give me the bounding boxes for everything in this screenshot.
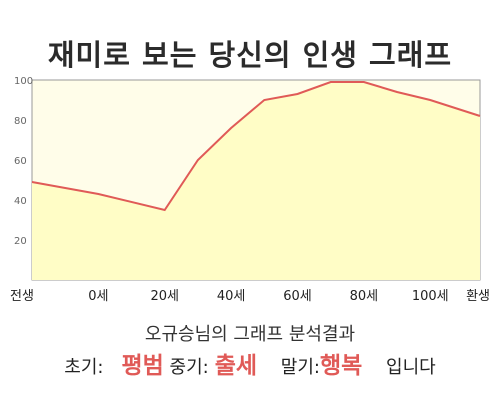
chart-title: 재미로 보는 당신의 인생 그래프 <box>47 38 453 72</box>
x-tick-label: 20세 <box>150 289 179 304</box>
life-area <box>32 82 480 280</box>
early-value: 평범 <box>121 353 164 379</box>
early-label: 초기: <box>64 357 104 378</box>
y-tick-label: 20 <box>14 236 27 247</box>
analysis-result: 초기: 평범 중기: 출세 말기:행복 입니다 <box>0 346 500 380</box>
x-tick-label: 80세 <box>350 289 379 304</box>
late-value: 행복 <box>319 353 363 379</box>
late-label: 말기: <box>280 357 320 378</box>
mid-label: 중기: <box>169 357 209 378</box>
x-tick-label: 0세 <box>88 289 108 304</box>
x-tick-label: 전생 <box>10 289 34 304</box>
x-tick-label: 100세 <box>412 289 449 304</box>
x-tick-label: 40세 <box>217 289 246 304</box>
mid-value: 출세 <box>214 353 258 379</box>
life-graph-chart: 20 40 60 80 100 전생 0세 20세 40세 60세 80세 100세 환생 <box>10 76 490 304</box>
y-tick-label: 60 <box>14 156 27 167</box>
result-suffix: 입니다 <box>386 357 436 378</box>
y-tick-label: 100 <box>14 76 33 87</box>
analysis-summary: 오규승님의 그래프 분석결과 <box>144 324 356 345</box>
x-tick-label: 환생 <box>466 289 490 304</box>
x-tick-label: 60세 <box>283 289 312 304</box>
y-tick-label: 40 <box>14 196 27 207</box>
life-line <box>31 81 481 212</box>
y-tick-label: 80 <box>14 116 27 127</box>
